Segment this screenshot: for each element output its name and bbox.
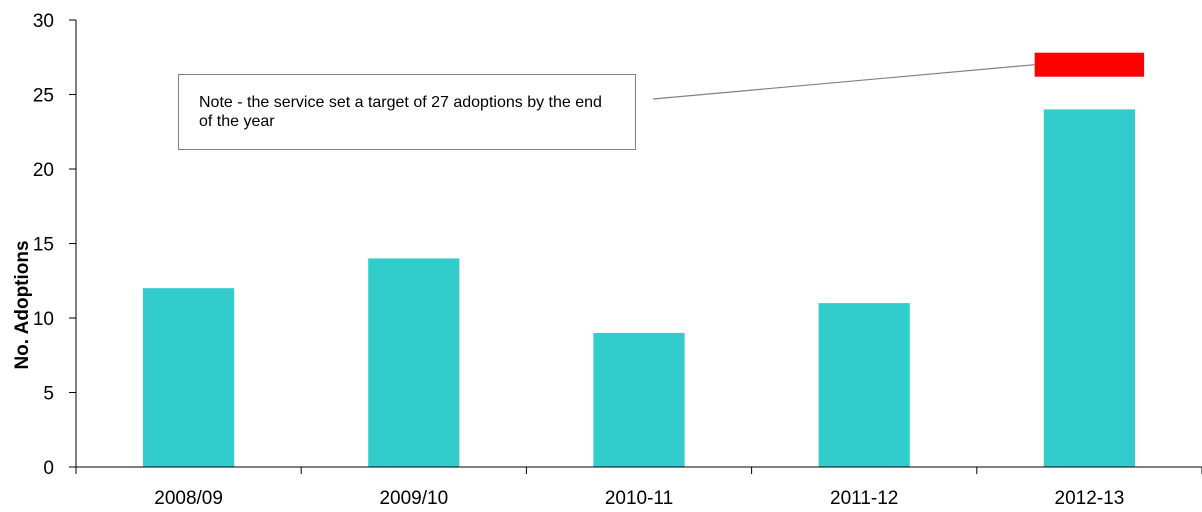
x-tick-label: 2011-12 bbox=[830, 488, 898, 509]
y-axis-title: No. Adoptions bbox=[12, 240, 33, 369]
y-tick-label: 20 bbox=[33, 160, 54, 181]
y-tick-label: 25 bbox=[33, 86, 54, 107]
bar-2012-13 bbox=[1043, 109, 1136, 468]
bar-2008/09 bbox=[142, 288, 235, 467]
x-tick-label: 2008/09 bbox=[154, 488, 223, 509]
bar-2010-11 bbox=[593, 332, 685, 467]
x-tick-label: 2012-13 bbox=[1055, 488, 1125, 509]
target-layer bbox=[1034, 52, 1145, 77]
y-tick-label: 15 bbox=[33, 235, 54, 256]
bar-2009/10 bbox=[368, 258, 460, 467]
y-tick-label: 5 bbox=[43, 384, 54, 405]
annotation-text: Note - the service set a target of 27 ad… bbox=[199, 94, 602, 130]
annotation-box: Note - the service set a target of 27 ad… bbox=[178, 74, 636, 150]
x-tick-label: 2010-11 bbox=[605, 488, 673, 509]
bar-2011-12 bbox=[818, 303, 910, 467]
annotation-leader-line bbox=[652, 64, 1035, 100]
y-tick-label: 0 bbox=[43, 458, 54, 479]
y-tick-label: 30 bbox=[33, 11, 54, 32]
target-marker bbox=[1034, 52, 1145, 77]
bars-layer bbox=[142, 109, 1136, 468]
y-axis-ticks: 0 5 10 15 20 25 30 bbox=[33, 11, 76, 479]
axes-layer bbox=[75, 20, 1202, 468]
x-axis-ticks: 2008/09 2009/10 2010-11 2011-12 2012-13 bbox=[75, 467, 1202, 509]
y-tick-label: 10 bbox=[33, 309, 54, 330]
x-tick-label: 2009/10 bbox=[379, 488, 448, 509]
